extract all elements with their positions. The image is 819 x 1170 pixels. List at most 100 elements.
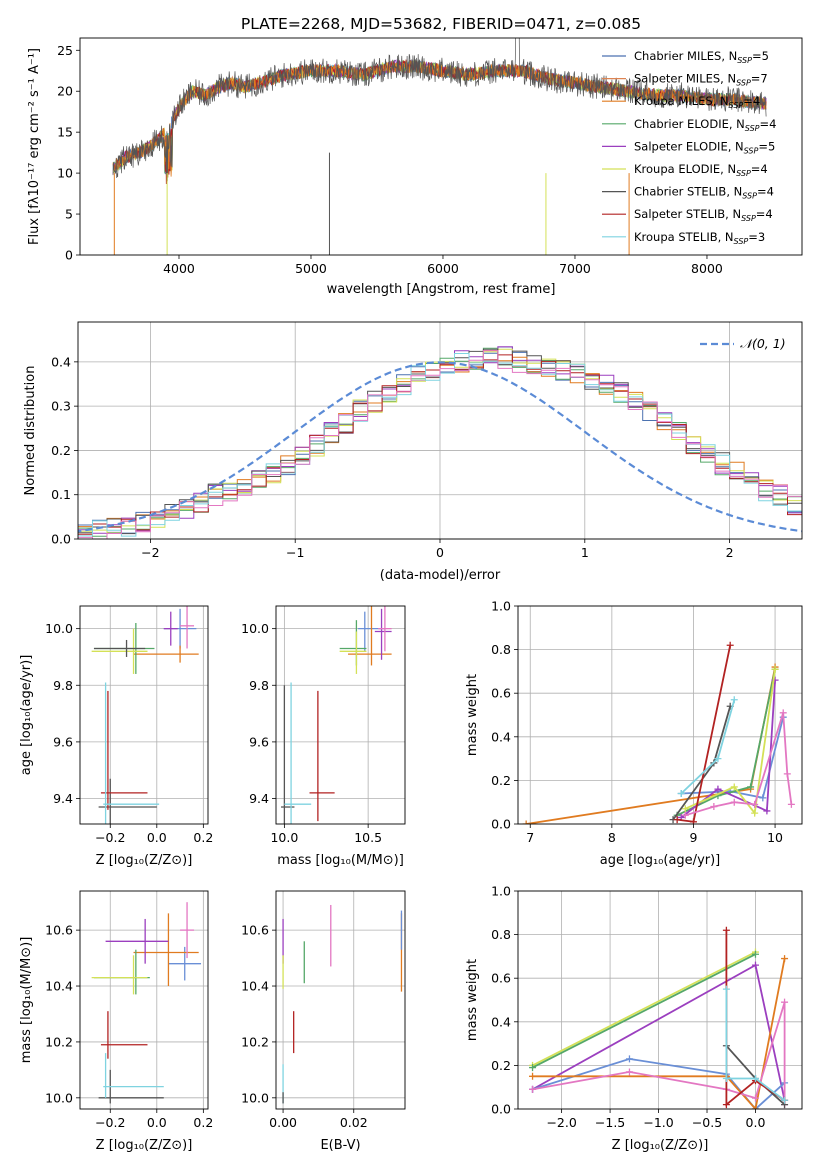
x-tick-label: −0.5 <box>692 1115 722 1130</box>
y-tick-label: 0 <box>65 248 73 263</box>
error-point <box>91 955 148 995</box>
weight_vs_age-axes: 7 8 9 10 0.0 0.2 0.4 0.6 0.8 1.0 age [log₁₀(age/yr… <box>465 599 802 868</box>
x-tick-label: 9 <box>689 830 697 845</box>
histogram-series-8 <box>78 350 802 539</box>
age_vs_Z-points <box>91 606 199 824</box>
y-tick-label: 10.6 <box>241 923 269 938</box>
weight-marker <box>689 818 697 824</box>
weight-marker <box>763 807 771 815</box>
x-axis-label: mass [log₁₀(M/M⊙)] <box>277 853 404 868</box>
x-tick-label: −1 <box>286 545 304 560</box>
x-tick-label: −2.0 <box>546 1115 576 1130</box>
weight-series-0 <box>526 666 776 824</box>
histogram-series-6 <box>78 354 802 535</box>
weight-marker <box>714 755 722 763</box>
x-tick-label: 0.0 <box>147 1115 167 1130</box>
weight-series-8 <box>685 712 793 817</box>
legend-value: =7 <box>751 72 768 86</box>
error-point <box>374 608 392 660</box>
error-point <box>163 611 178 646</box>
legend-entry: Chabrier MILES, NSSP=5 <box>634 49 769 65</box>
weight-series-8 <box>725 989 786 1102</box>
y-tick-label: 0.1 <box>51 487 71 502</box>
weight-marker <box>751 800 759 808</box>
weight-marker <box>522 820 530 824</box>
normal-curve <box>78 361 802 533</box>
error-point <box>100 690 148 810</box>
weight-marker <box>787 800 795 808</box>
error-point <box>180 606 195 649</box>
weight_vs_Z-frame <box>517 890 803 1110</box>
legend-label: Salpeter STELIB, N <box>634 207 741 221</box>
legend-entry: Salpeter STELIB, NSSP=4 <box>634 207 773 223</box>
y-tick-label: 10.2 <box>45 1034 73 1049</box>
weight-marker <box>681 805 689 813</box>
y-tick-label: 9.8 <box>249 678 269 693</box>
weight-marker <box>677 789 685 797</box>
x-tick-label: −1.5 <box>595 1115 625 1130</box>
y-tick-label: 5 <box>65 207 73 222</box>
weight-marker <box>781 998 789 1006</box>
x-tick-label: 0.02 <box>340 1115 368 1130</box>
x-tick-label: 8 <box>608 830 616 845</box>
weight-marker <box>722 926 730 934</box>
error-point <box>93 639 146 657</box>
weight-marker <box>681 811 689 819</box>
x-tick-label: −0.2 <box>95 830 125 845</box>
legend-subscript: SSP <box>734 237 749 246</box>
mass_vs_EBV-grid <box>276 891 405 1109</box>
spectrum-axes: 4000 5000 6000 7000 8000 0 5 10 15 20 25 wavelength… <box>27 43 723 297</box>
y-tick-label: 0.4 <box>491 1014 511 1029</box>
weight-marker <box>722 985 730 993</box>
legend-entry: Kroupa ELODIE, NSSP=4 <box>634 162 768 178</box>
y-tick-label: 1.0 <box>491 599 511 614</box>
legend-entry: Salpeter ELODIE, NSSP=5 <box>634 139 775 155</box>
legend-label: Chabrier MILES, N <box>634 49 737 63</box>
weight-marker <box>747 783 755 791</box>
age_vs_mass-points <box>281 606 392 824</box>
spectrum-lines <box>112 38 767 255</box>
spectrum-legend: Chabrier MILES, NSSP=5 Salpeter MILES, NS… <box>602 49 776 246</box>
weight-marker <box>751 961 759 969</box>
legend-entry: Salpeter MILES, NSSP=7 <box>634 72 768 88</box>
legend-entry: Kroupa STELIB, NSSP=3 <box>634 230 765 246</box>
spectrum-series-6 <box>112 38 767 182</box>
error-point <box>91 628 148 674</box>
error-point <box>378 606 392 652</box>
weight-marker <box>759 794 767 802</box>
weight-marker <box>722 1074 730 1082</box>
y-tick-label: 9.6 <box>249 734 269 749</box>
x-axis-label: Z [log₁₀(Z/Z⊙)] <box>96 853 193 868</box>
weight-marker <box>730 696 738 704</box>
y-tick-label: 0.0 <box>51 532 71 547</box>
y-axis-label: mass [log₁₀(M/M⊙)] <box>19 937 34 1064</box>
error-point <box>103 682 160 824</box>
weight-marker <box>529 1072 537 1080</box>
x-tick-label: 5000 <box>295 261 327 276</box>
weight-marker <box>751 950 759 958</box>
y-tick-label: 10.0 <box>241 621 269 636</box>
y-tick-label: 10.4 <box>45 979 73 994</box>
weight-marker <box>771 665 779 673</box>
x-tick-label: 8000 <box>691 261 723 276</box>
x-tick-label: 0.2 <box>193 1115 213 1130</box>
weight-marker <box>751 1094 759 1102</box>
x-tick-label: 6000 <box>427 261 459 276</box>
y-tick-label: 10 <box>57 166 73 181</box>
legend-subscript: SSP <box>736 169 751 178</box>
legend-value: =4 <box>760 117 777 131</box>
legend-entry: 𝒩(0, 1) <box>740 336 786 351</box>
y-tick-label: 10.4 <box>241 979 269 994</box>
legend-subscript: SSP <box>736 79 751 88</box>
x-axis-label: (data-model)/error <box>380 568 501 583</box>
age_vs_mass-axes: 10.0 10.5 9.4 9.6 9.8 10.0 mass [log₁₀(M/M⊙)] <box>241 606 405 868</box>
chart-title: PLATE=2268, MJD=53682, FIBERID=0471, z=0… <box>241 15 641 33</box>
x-tick-label: −2 <box>141 545 159 560</box>
y-tick-label: 0.2 <box>51 443 71 458</box>
y-tick-label: 0.3 <box>51 399 71 414</box>
error-point <box>180 902 195 959</box>
y-tick-label: 10.6 <box>45 923 73 938</box>
weight-marker <box>783 770 791 778</box>
legend-value: =4 <box>743 94 760 108</box>
weight-marker <box>730 783 738 791</box>
